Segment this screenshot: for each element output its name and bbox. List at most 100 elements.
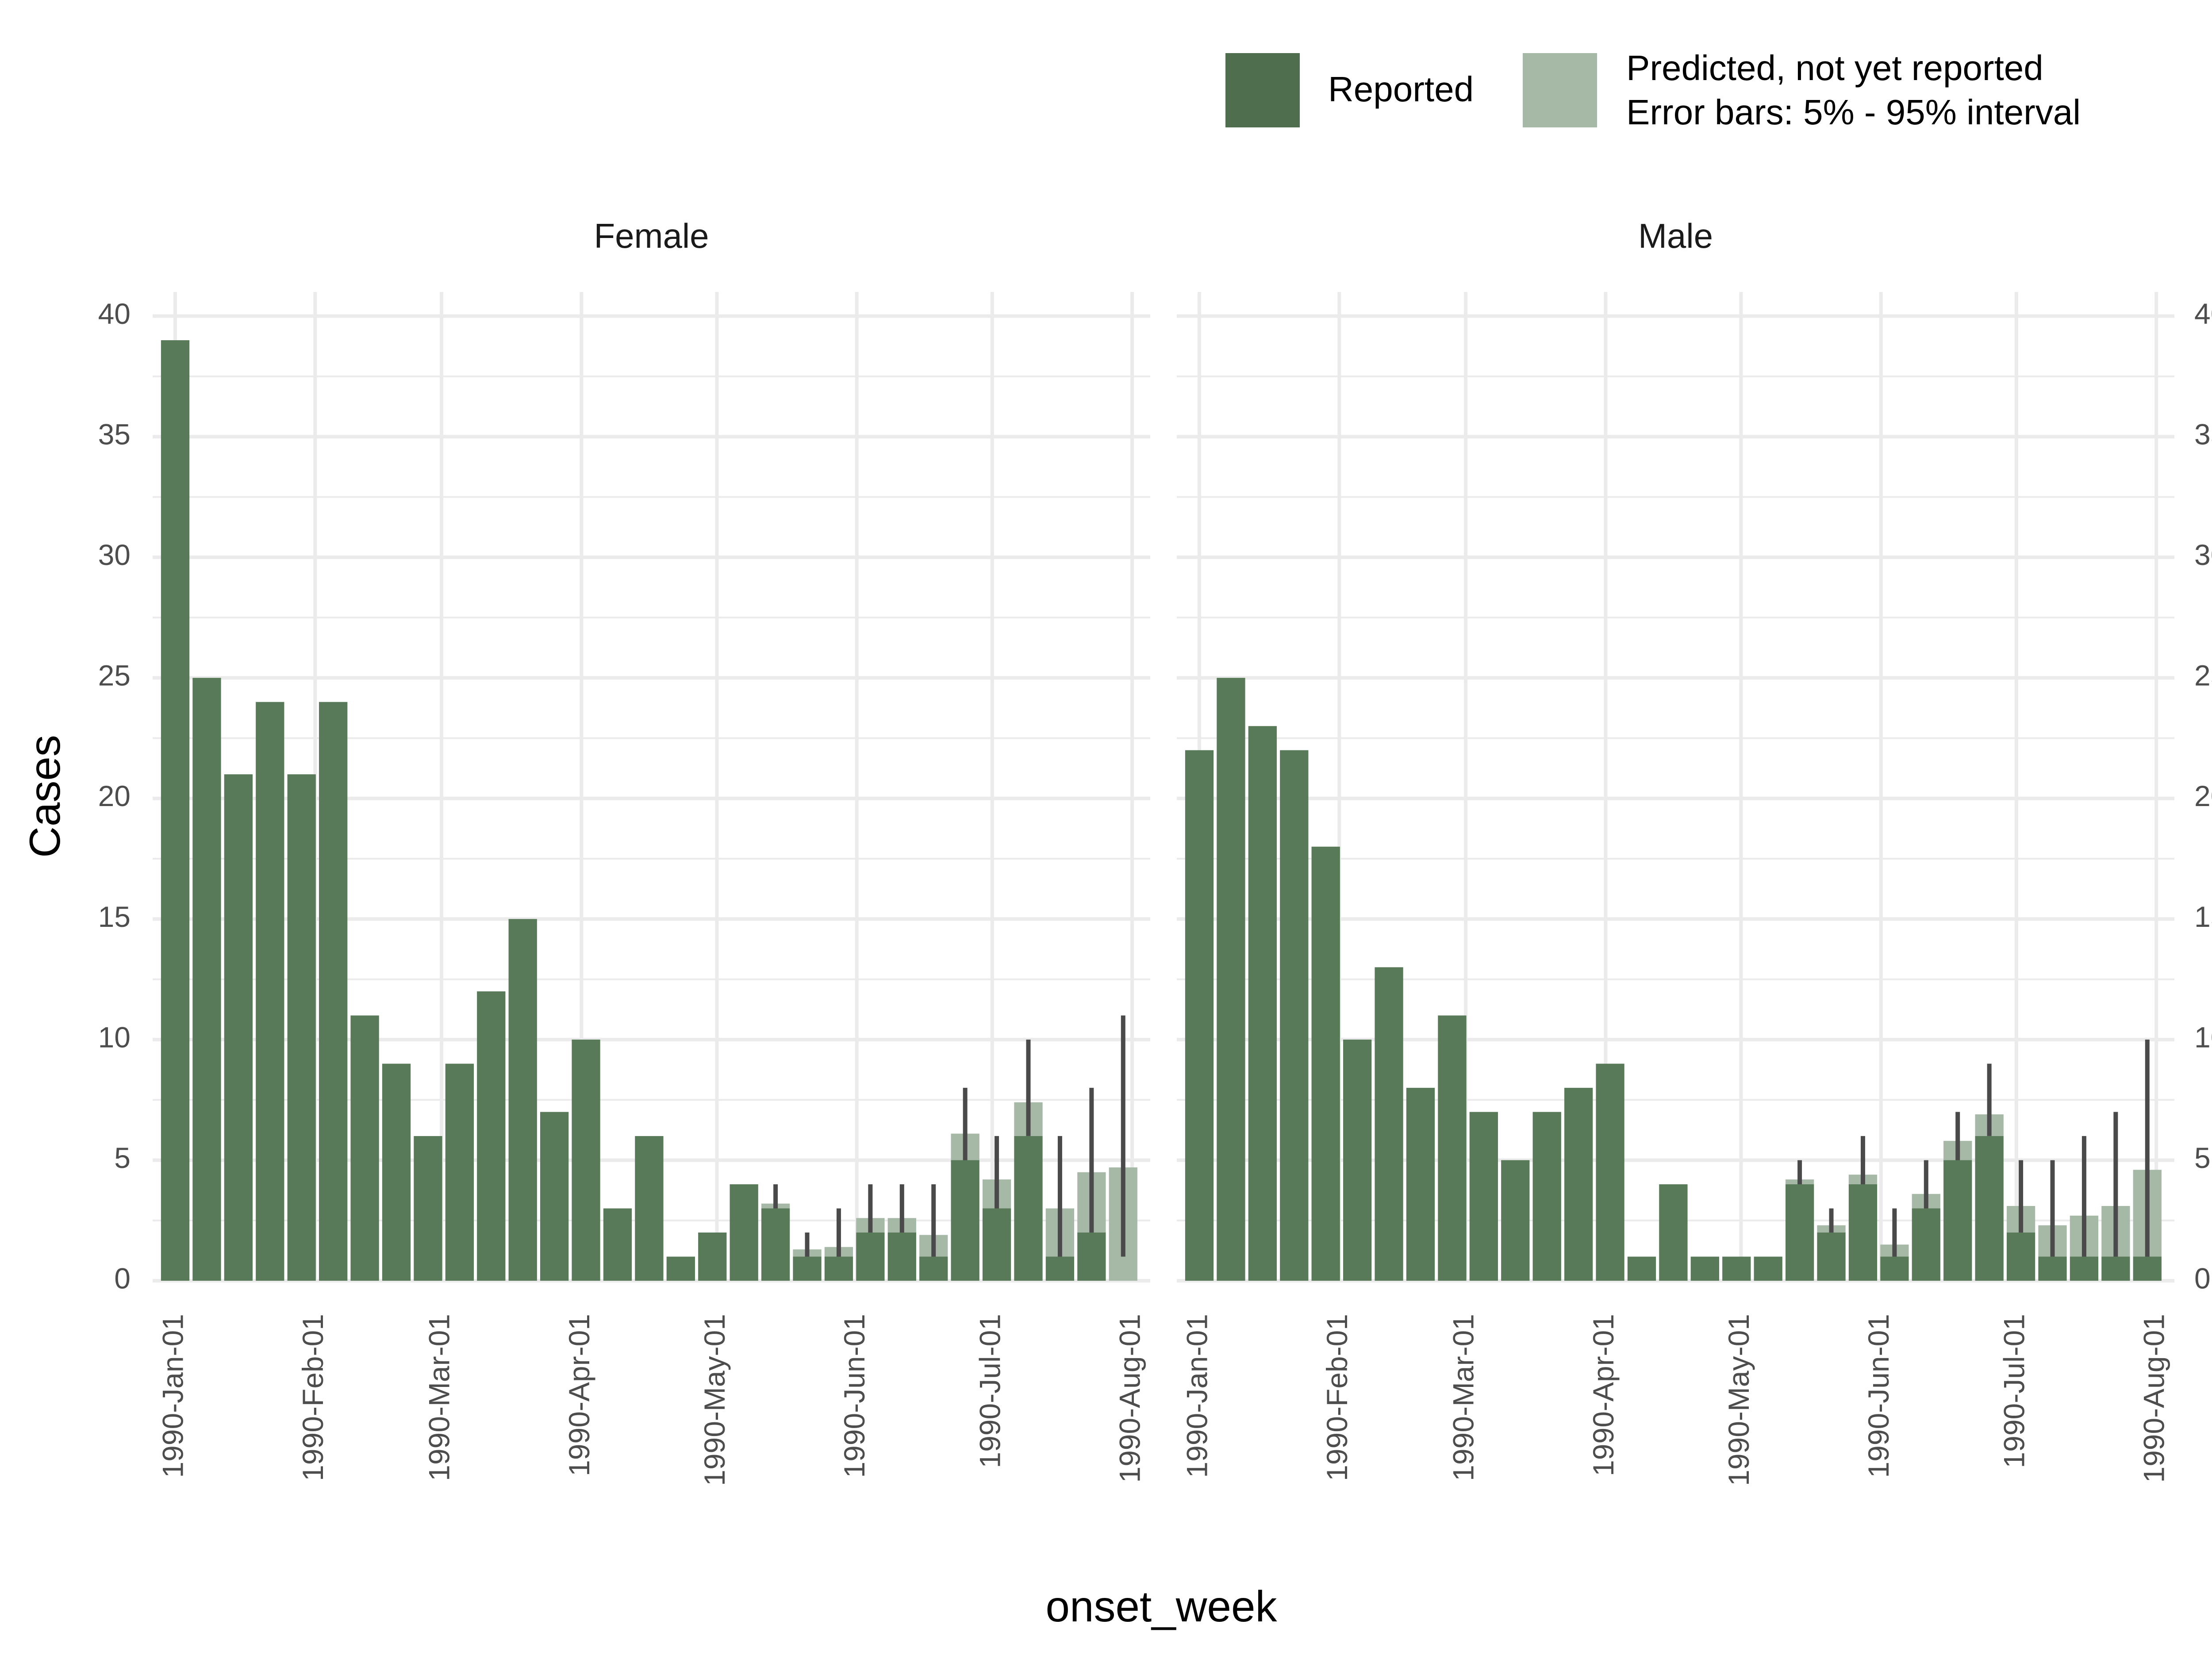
bar-reported <box>2133 1256 2162 1281</box>
bar-reported <box>508 919 537 1281</box>
bar-reported <box>192 678 221 1281</box>
bar-reported <box>1722 1256 1751 1281</box>
legend-swatch-reported <box>1225 53 1300 127</box>
x-tick-label: 1990-May-01 <box>698 1314 731 1486</box>
bar-reported <box>1659 1184 1688 1281</box>
bar-reported <box>951 1160 979 1281</box>
bar-reported <box>1880 1256 1909 1281</box>
y-tick-label-right: 25 <box>2194 659 2212 692</box>
bar-reported <box>1343 1039 1372 1281</box>
x-tick-label: 1990-Jul-01 <box>1997 1314 2030 1468</box>
x-tick-label: 1990-Feb-01 <box>1321 1314 1353 1481</box>
facet-panel-female: Female 1990-Jan-01 1990-Feb-01 1990-Mar-01 1… <box>153 216 1150 1486</box>
y-tick-label-right: 5 <box>2194 1141 2211 1174</box>
x-tick-label: 1990-Mar-01 <box>422 1314 455 1481</box>
bar-reported <box>1596 1064 1624 1281</box>
bar-reported <box>730 1184 758 1281</box>
bar-reported <box>382 1064 411 1281</box>
x-tick-label: 1990-Aug-01 <box>2138 1314 2170 1483</box>
x-tick-label: 1990-Jul-01 <box>973 1314 1006 1468</box>
bar-reported <box>793 1256 822 1281</box>
bar-reported <box>1564 1087 1593 1281</box>
x-tick-label: 1990-Jun-01 <box>838 1314 871 1478</box>
bar-reported <box>1754 1256 1782 1281</box>
facet-panel-male: Male 1990-Jan-01 1990-Feb-01 1990-Mar-01 199… <box>1177 216 2174 1486</box>
y-tick-label-right: 15 <box>2194 900 2212 933</box>
y-axis-title-left: Cases <box>20 735 69 858</box>
bar-reported <box>824 1256 853 1281</box>
y-tick-label-left: 5 <box>114 1141 131 1174</box>
bar-reported <box>982 1208 1011 1281</box>
bar-reported <box>856 1232 885 1281</box>
bar-reported <box>1848 1184 1878 1281</box>
bar-reported <box>919 1256 948 1281</box>
bar-reported <box>1532 1112 1561 1281</box>
bar-reported <box>1627 1256 1656 1281</box>
y-tick-label-left: 15 <box>98 900 131 933</box>
bar-reported <box>1375 967 1403 1281</box>
bar-reported <box>1975 1136 2004 1281</box>
y-tick-label-left: 20 <box>98 780 131 812</box>
bar-reported <box>1311 846 1340 1281</box>
legend-label-reported: Reported <box>1328 69 1474 109</box>
x-tick-label: 1990-Apr-01 <box>563 1314 595 1476</box>
bar-reported <box>887 1232 916 1281</box>
y-tick-label-right: 20 <box>2194 780 2212 812</box>
bar-reported <box>1045 1256 1075 1281</box>
bar-reported <box>1943 1160 1972 1281</box>
y-tick-label-left: 0 <box>114 1262 131 1294</box>
bar-reported <box>2101 1256 2130 1281</box>
bar-reported <box>1438 1015 1467 1281</box>
bar-reported <box>1501 1160 1530 1281</box>
bar-reported <box>414 1136 442 1281</box>
facet-strip-label: Female <box>594 216 709 255</box>
legend-label-predicted-line2: Error bars: 5% - 95% interval <box>1626 92 2081 132</box>
bar-reported <box>1912 1208 1940 1281</box>
facet-strip-label: Male <box>1638 216 1713 255</box>
bar-reported <box>445 1064 474 1281</box>
bar-reported <box>256 702 284 1281</box>
y-axis-right: 0 5 10 15 20 25 30 35 40 <box>2194 297 2212 1294</box>
x-tick-label: 1990-Jun-01 <box>1862 1314 1895 1478</box>
bar-reported <box>350 1015 379 1281</box>
bar-reported <box>603 1208 632 1281</box>
bar-reported <box>1185 750 1214 1281</box>
y-axis-left: 0 5 10 15 20 25 30 35 40 <box>98 297 131 1294</box>
bar-reported <box>1785 1184 1814 1281</box>
bar-reported <box>1014 1136 1043 1281</box>
y-tick-label-right: 40 <box>2194 297 2212 330</box>
bar-reported <box>287 774 316 1281</box>
y-tick-label-left: 30 <box>98 538 131 571</box>
y-tick-label-left: 10 <box>98 1021 131 1053</box>
legend: Reported Predicted, not yet reported Err… <box>1225 48 2081 132</box>
bar-reported <box>224 774 253 1281</box>
bar-reported <box>2038 1256 2067 1281</box>
bar-reported <box>1690 1256 1719 1281</box>
x-tick-label: 1990-Apr-01 <box>1587 1314 1620 1476</box>
x-tick-label: 1990-Mar-01 <box>1447 1314 1479 1481</box>
bar-reported <box>635 1136 664 1281</box>
x-tick-label: 1990-Jan-01 <box>156 1314 189 1478</box>
x-axis-title: onset_week <box>1045 1582 1277 1631</box>
bar-reported <box>1248 726 1277 1281</box>
bar-reported <box>2070 1256 2099 1281</box>
bar-reported <box>1817 1232 1846 1281</box>
bar-reported <box>698 1232 727 1281</box>
bar-reported <box>2006 1232 2035 1281</box>
y-tick-label-right: 30 <box>2194 538 2212 571</box>
bar-reported <box>666 1256 695 1281</box>
bar-reported <box>1280 750 1309 1281</box>
facet-panels: Female 1990-Jan-01 1990-Feb-01 1990-Mar-01 1… <box>153 216 2174 1486</box>
y-tick-label-left: 25 <box>98 659 131 692</box>
x-tick-label: 1990-Aug-01 <box>1114 1314 1146 1483</box>
bar-reported <box>572 1039 600 1281</box>
bar-reported <box>1406 1087 1435 1281</box>
y-tick-label-right: 35 <box>2194 418 2212 451</box>
legend-label-predicted-line1: Predicted, not yet reported <box>1626 48 2043 88</box>
bar-reported <box>1469 1112 1498 1281</box>
bar-reported <box>319 702 348 1281</box>
bar-reported <box>1077 1232 1106 1281</box>
bar-reported <box>761 1208 790 1281</box>
